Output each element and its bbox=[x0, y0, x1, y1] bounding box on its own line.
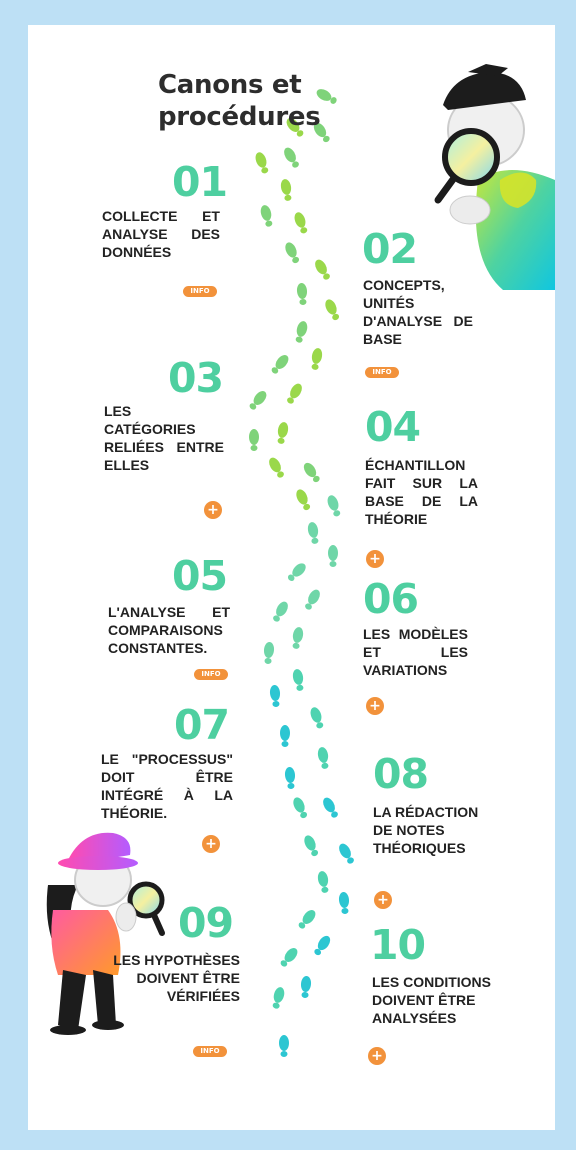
footprint-icon bbox=[315, 259, 330, 280]
step-text-06: LES MODÈLES ET LES VARIATIONS bbox=[363, 626, 468, 678]
footprint-icon bbox=[249, 429, 259, 451]
plus-button-08[interactable]: + bbox=[374, 891, 392, 909]
step-number-10: 10 bbox=[370, 921, 426, 969]
footprint-icon bbox=[272, 987, 285, 1009]
footprint-icon bbox=[313, 122, 330, 143]
footprint-icon bbox=[284, 767, 296, 789]
step-text-09: LES HYPOTHÈSES DOIVENT ÊTRE VÉRIFIÉES bbox=[113, 952, 240, 1004]
detective-top-icon bbox=[434, 64, 555, 290]
footprint-icon bbox=[292, 669, 304, 691]
infographic-card: Canons et procédures bbox=[28, 25, 555, 1130]
footprint-icon bbox=[339, 843, 354, 864]
footprints-trail bbox=[249, 89, 354, 1057]
footprint-icon bbox=[316, 89, 337, 104]
plus-button-06[interactable]: + bbox=[366, 697, 384, 715]
page-title: Canons et procédures bbox=[158, 70, 321, 132]
footprint-icon bbox=[280, 179, 292, 201]
footprint-icon bbox=[263, 642, 275, 664]
footprint-icon bbox=[314, 935, 331, 956]
footprint-icon bbox=[307, 522, 319, 544]
step-text-01: COLLECTE ET ANALYSE DES DONNÉES bbox=[102, 208, 220, 260]
step-number-07: 07 bbox=[174, 701, 230, 749]
info-button-09[interactable]: INFO bbox=[193, 1046, 227, 1057]
footprint-icon bbox=[280, 725, 290, 747]
step-text-07: LE "PROCESSUS" DOIT ÊTRE INTÉGRÉ À LA TH… bbox=[101, 751, 233, 821]
footprint-icon bbox=[273, 601, 288, 622]
info-button-01[interactable]: INFO bbox=[183, 286, 217, 297]
footprint-icon bbox=[293, 797, 308, 819]
footprint-icon bbox=[303, 462, 320, 483]
footprint-icon bbox=[287, 563, 306, 582]
footprint-icon bbox=[325, 299, 340, 321]
plus-button-03[interactable]: + bbox=[204, 501, 222, 519]
info-button-05[interactable]: INFO bbox=[194, 669, 228, 680]
footprint-icon bbox=[284, 147, 299, 168]
footprint-icon bbox=[280, 948, 298, 967]
step-number-06: 06 bbox=[363, 575, 419, 623]
footprint-icon bbox=[298, 910, 316, 929]
footprint-icon bbox=[311, 348, 323, 370]
footprint-icon bbox=[317, 747, 329, 769]
step-text-02: CONCEPTS, UNITÉS D'ANALYSE DE BASE bbox=[363, 277, 473, 347]
footprint-icon bbox=[255, 152, 269, 174]
footprint-icon bbox=[269, 457, 284, 478]
step-text-04: ÉCHANTILLON FAIT SUR LA BASE DE LA THÉOR… bbox=[365, 457, 478, 527]
footprint-icon bbox=[327, 495, 341, 517]
step-number-04: 04 bbox=[365, 403, 421, 451]
footprint-icon bbox=[249, 391, 267, 410]
step-text-03: LES CATÉGORIES RELIÉES ENTRE ELLES bbox=[104, 403, 224, 473]
footprint-icon bbox=[323, 797, 338, 818]
step-number-05: 05 bbox=[172, 552, 228, 600]
footprint-icon bbox=[285, 242, 300, 264]
footprint-icon bbox=[317, 871, 329, 893]
step-text-08: LA RÉDACTION DE NOTES THÉORIQUES bbox=[373, 804, 479, 856]
footprint-icon bbox=[294, 212, 308, 234]
footprint-icon bbox=[304, 835, 319, 857]
step-text-05: L'ANALYSE ET COMPARAISONS CONSTANTES. bbox=[108, 604, 230, 656]
footprint-icon bbox=[286, 118, 304, 137]
footprint-icon bbox=[295, 321, 308, 343]
footprint-icon bbox=[287, 383, 302, 404]
footprint-icon bbox=[277, 422, 289, 444]
footprint-icon bbox=[271, 355, 289, 374]
detective-bottom-icon bbox=[46, 832, 165, 1035]
footprint-icon bbox=[305, 589, 320, 610]
plus-button-10[interactable]: + bbox=[368, 1047, 386, 1065]
step-number-03: 03 bbox=[168, 354, 224, 402]
plus-button-07[interactable]: + bbox=[202, 835, 220, 853]
footprint-icon bbox=[260, 205, 273, 227]
footprint-icon bbox=[292, 627, 304, 649]
step-number-09: 09 bbox=[178, 899, 234, 947]
step-number-08: 08 bbox=[373, 750, 429, 798]
footprint-icon bbox=[269, 685, 281, 707]
footprint-icon bbox=[310, 707, 324, 729]
step-number-02: 02 bbox=[362, 225, 418, 273]
footprint-icon bbox=[338, 892, 350, 914]
footprint-icon bbox=[279, 1035, 289, 1057]
step-text-10: LES CONDITIONS DOIVENT ÊTRE ANALYSÉES bbox=[372, 974, 492, 1026]
footprint-icon bbox=[296, 489, 311, 511]
step-number-01: 01 bbox=[172, 158, 228, 206]
plus-button-04[interactable]: + bbox=[366, 550, 384, 568]
footprint-icon bbox=[300, 976, 312, 998]
info-button-02[interactable]: INFO bbox=[365, 367, 399, 378]
footprint-icon bbox=[296, 283, 308, 305]
footprint-icon bbox=[328, 545, 338, 567]
